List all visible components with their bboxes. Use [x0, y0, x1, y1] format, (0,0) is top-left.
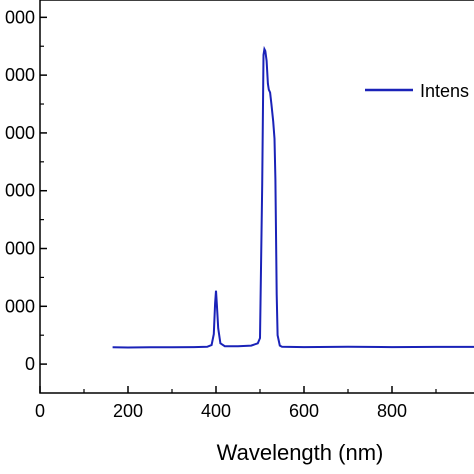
- x-axis-title: Wavelength (nm): [217, 440, 384, 465]
- y-tick-label: 0: [25, 354, 35, 374]
- y-tick-label: 000: [5, 181, 35, 201]
- y-tick-label: 000: [5, 7, 35, 27]
- legend: Intens: [365, 81, 469, 101]
- y-tick-label: 000: [5, 296, 35, 316]
- series-line-intensity: [112, 45, 474, 349]
- x-tick-label: 600: [289, 401, 319, 421]
- y-tick-label: 000: [5, 239, 35, 259]
- legend-label: Intens: [420, 81, 469, 101]
- y-tick-label: 000: [5, 65, 35, 85]
- x-tick-label: 200: [113, 401, 143, 421]
- y-tick-label: 000: [5, 123, 35, 143]
- x-axis: 0 200 400 600 800: [35, 386, 437, 421]
- x-tick-label: 400: [201, 401, 231, 421]
- x-tick-label: 0: [35, 401, 45, 421]
- x-tick-label: 800: [377, 401, 407, 421]
- plot-area: [39, 0, 474, 394]
- plot-frame: [39, 0, 474, 394]
